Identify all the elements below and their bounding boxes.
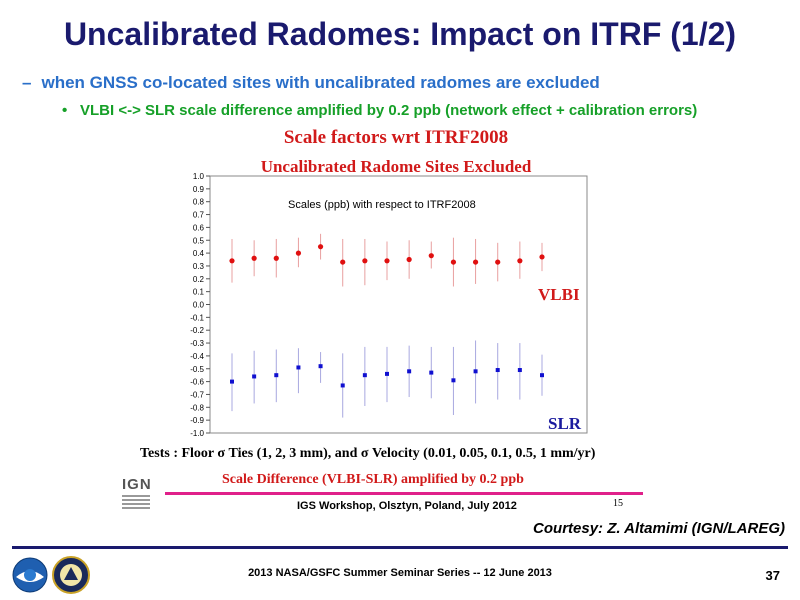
chart-subtitle: Uncalibrated Radome Sites Excluded [260,157,532,176]
workshop-caption: IGS Workshop, Olsztyn, Poland, July 2012 [297,500,517,512]
slr-point [495,368,500,373]
y-tick-label: 0.2 [193,275,205,284]
pink-divider [165,492,643,495]
nasa-seal-icon [52,556,90,594]
bullet2-text: VLBI <-> SLR scale difference amplified … [80,102,698,119]
y-axis: 1.0 0.9 0.8 0.7 0.6 0.5 0.4 0.3 0.2 0.1 0.0 -0.1 -0.… [190,172,210,438]
slr-point [385,371,389,376]
y-tick-label: -0.6 [190,378,204,387]
courtesy-caption: Courtesy: Z. Altamimi (IGN/LAREG) [533,520,785,537]
y-tick-label: 0.6 [193,223,205,232]
y-tick-label: 0.8 [193,198,205,207]
slide-number: 37 [765,568,780,583]
ign-logo-text: IGN [122,476,152,493]
bullet1-text: when GNSS co-located sites with uncalibr… [41,73,600,92]
vlbi-point [406,256,412,263]
y-tick-label: -0.7 [190,390,204,399]
vlbi-point [539,254,545,260]
y-tick-label: -0.1 [190,313,204,322]
vlbi-series-label: VLBI [538,285,580,304]
vlbi-point [295,250,302,256]
slr-point [473,369,478,374]
y-tick-label: 0.0 [193,301,205,310]
slr-point [429,370,434,375]
vlbi-point [495,259,501,265]
chart-title: Scale factors wrt ITRF2008 [283,127,509,148]
vlbi-point [428,253,434,259]
slr-point [230,379,234,384]
ign-logo-lines [122,495,158,509]
vlbi-point [517,258,523,264]
y-tick-label: -1.0 [190,429,204,438]
footer-text: 2013 NASA/GSFC Summer Seminar Series -- … [248,567,552,579]
slr-point [274,373,279,378]
y-tick-label: -0.4 [190,352,204,361]
chart-annotation: Scales (ppb) with respect to ITRF2008 [288,199,476,211]
slr-point [252,374,257,379]
slr-point [296,365,301,370]
slr-point [517,368,522,373]
plot-frame [209,175,588,434]
vlbi-point [273,255,279,261]
vlbi-point [472,259,479,265]
y-tick-label: -0.8 [190,403,204,412]
slr-point [407,369,412,374]
y-tick-label: 0.3 [193,262,205,271]
slide-title: Uncalibrated Radomes: Impact on ITRF (1/… [63,16,737,52]
scale-factor-chart: 1.0 0.9 0.8 0.7 0.6 0.5 0.4 0.3 0.2 0.1 0.0 -0.1 -0.… [190,172,588,438]
y-tick-label: -0.9 [190,416,204,425]
y-tick-label: -0.3 [190,339,204,348]
slr-point [362,373,367,378]
vlbi-point [229,258,235,264]
tests-caption: Tests : Floor σ Ties (1, 2, 3 mm), and σ… [140,446,596,461]
bullet-level1: – when GNSS co-located sites with uncalib… [22,73,600,93]
y-tick-label: 0.4 [193,249,205,258]
slr-point [540,373,544,378]
y-tick-label: 0.7 [193,211,205,220]
slr-point [318,364,323,369]
slr-point [340,383,345,388]
vlbi-point [362,258,368,264]
vlbi-point [384,258,390,264]
bullet-dash: – [22,73,32,92]
vlbi-point [251,255,257,261]
ign-logo: IGN [122,476,158,516]
y-tick-label: 0.5 [193,236,205,245]
y-tick-label: -0.2 [190,326,204,335]
vlbi-point [340,259,346,265]
y-tick-label: -0.5 [190,365,204,374]
inner-page-number: 15 [613,498,623,509]
bullet-dot: • [62,102,68,119]
noaa-logo-icon [12,557,48,593]
scale-difference-caption: Scale Difference (VLBI-SLR) amplified by… [222,472,524,487]
y-tick-label: 0.9 [193,185,205,194]
slr-series-label: SLR [548,414,582,433]
vlbi-point [450,259,457,265]
vlbi-point [317,244,324,250]
y-tick-label: 1.0 [193,172,205,181]
y-tick-label: 0.1 [193,288,205,297]
slr-point [451,378,456,383]
footer-divider [12,546,788,549]
series-layer [229,233,545,418]
bullet-level2: • VLBI <-> SLR scale difference amplifie… [62,101,762,121]
